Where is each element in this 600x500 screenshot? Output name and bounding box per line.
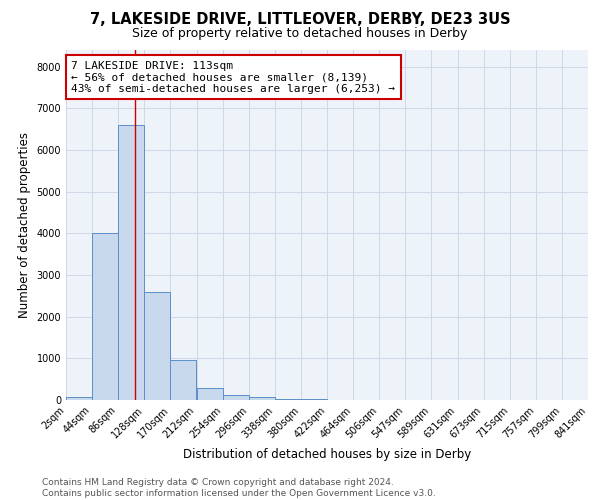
Bar [275, 399, 301, 400]
Text: 7, LAKESIDE DRIVE, LITTLEOVER, DERBY, DE23 3US: 7, LAKESIDE DRIVE, LITTLEOVER, DERBY, DE… [89, 12, 511, 28]
Bar [249, 397, 275, 400]
Bar [197, 388, 223, 400]
Bar [223, 394, 249, 400]
Text: Size of property relative to detached houses in Derby: Size of property relative to detached ho… [133, 28, 467, 40]
Bar [118, 125, 144, 400]
Bar [92, 234, 118, 400]
Bar [301, 399, 327, 400]
Bar [66, 397, 92, 400]
Text: Contains HM Land Registry data © Crown copyright and database right 2024.
Contai: Contains HM Land Registry data © Crown c… [42, 478, 436, 498]
Text: 7 LAKESIDE DRIVE: 113sqm
← 56% of detached houses are smaller (8,139)
43% of sem: 7 LAKESIDE DRIVE: 113sqm ← 56% of detach… [71, 60, 395, 94]
Y-axis label: Number of detached properties: Number of detached properties [18, 132, 31, 318]
X-axis label: Distribution of detached houses by size in Derby: Distribution of detached houses by size … [183, 448, 471, 461]
Bar [170, 360, 196, 400]
Bar [145, 292, 170, 400]
